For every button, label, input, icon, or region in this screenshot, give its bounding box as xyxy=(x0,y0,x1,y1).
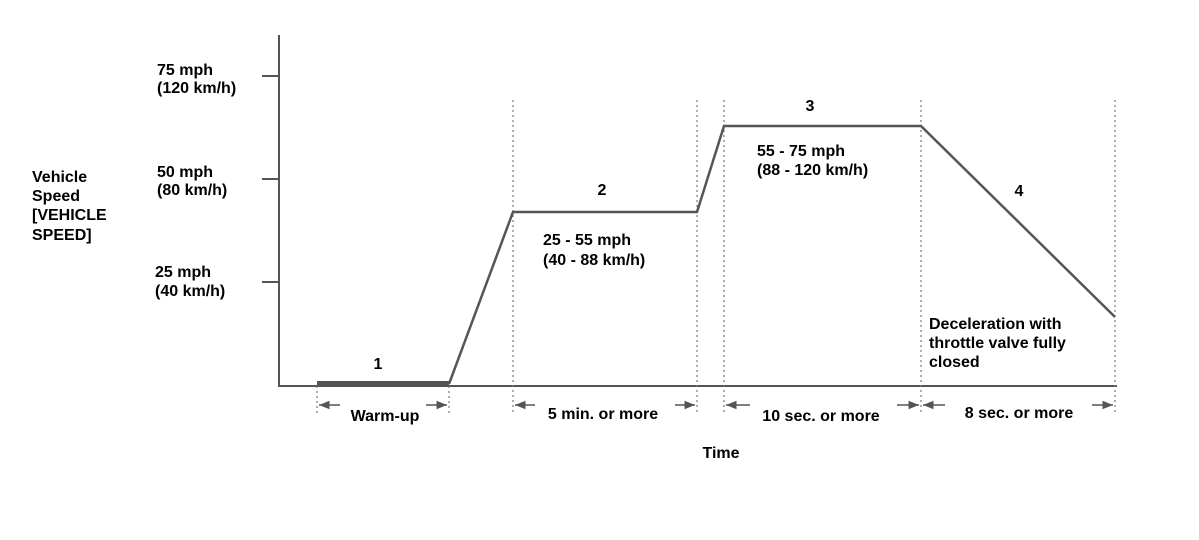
y-axis-label: Vehicle xyxy=(32,169,87,186)
phase-note: throttle valve fully xyxy=(929,335,1066,352)
speed-profile xyxy=(447,124,1116,385)
phase-number: 2 xyxy=(598,182,607,199)
phase-duration: 8 sec. or more xyxy=(965,405,1074,422)
x-axis-label: Time xyxy=(702,445,739,462)
phase-number: 4 xyxy=(1015,183,1024,200)
phase-number: 3 xyxy=(806,98,815,115)
y-tick-label: 75 mph xyxy=(157,62,213,79)
y-tick-label: (80 km/h) xyxy=(157,182,227,199)
y-axis-label: [VEHICLE xyxy=(32,207,107,224)
y-tick-label: 25 mph xyxy=(155,264,211,281)
y-axis-label: Speed xyxy=(32,188,80,205)
phase-duration: Warm-up xyxy=(351,408,420,425)
phase-speed: (88 - 120 km/h) xyxy=(757,162,868,179)
y-tick-label: (40 km/h) xyxy=(155,283,225,300)
phase-speed: 55 - 75 mph xyxy=(757,143,845,160)
phase-speed: 25 - 55 mph xyxy=(543,232,631,249)
y-axis-label: SPEED] xyxy=(32,227,92,244)
phase-number: 1 xyxy=(374,356,383,373)
phase-speed: (40 - 88 km/h) xyxy=(543,252,645,269)
y-tick-label: 50 mph xyxy=(157,164,213,181)
phase-duration: 10 sec. or more xyxy=(762,408,880,425)
phase-note: closed xyxy=(929,354,980,371)
phase-note: Deceleration with xyxy=(929,316,1061,333)
phase-duration: 5 min. or more xyxy=(548,406,658,423)
y-tick-label: (120 km/h) xyxy=(157,80,236,97)
phase-dividers xyxy=(316,100,1116,413)
